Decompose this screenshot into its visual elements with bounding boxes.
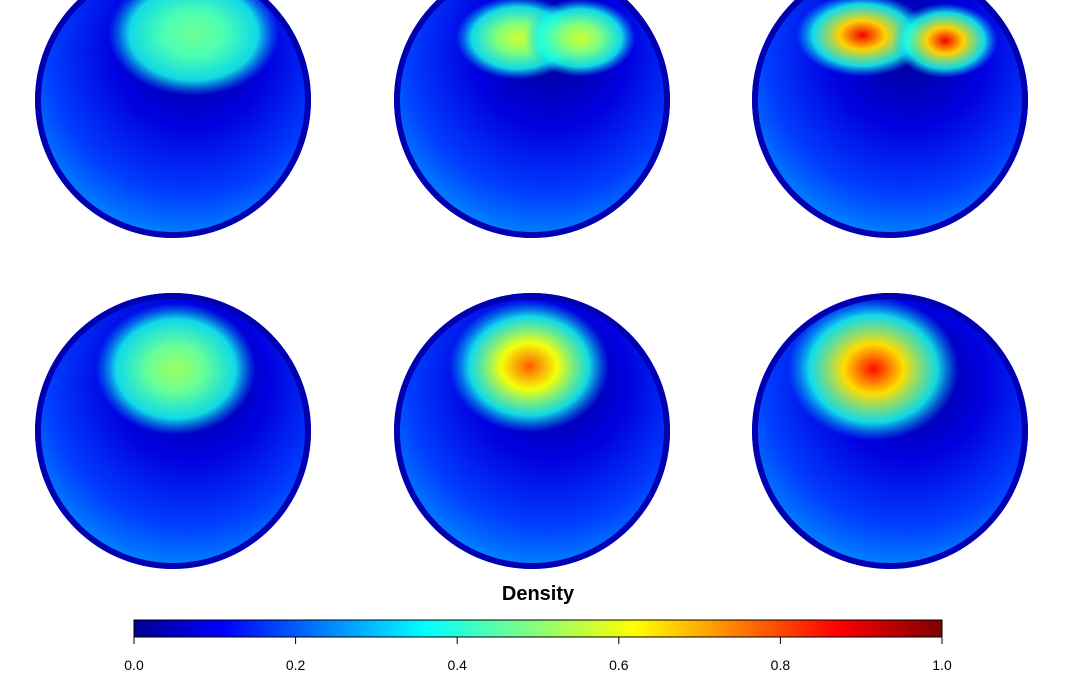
density-lobe [108, 0, 280, 96]
sphere-rim [394, 293, 670, 569]
colorbar-ticks: 0.0 0.2 0.4 0.6 0.8 1.0 [124, 637, 952, 673]
density-lobe [796, 0, 929, 77]
sphere-panel-r1c2 [394, 0, 670, 238]
colorbar-tick-label: 0.6 [609, 657, 629, 673]
colorbar-tick-label: 1.0 [932, 657, 952, 673]
colorbar-title: Density [502, 583, 575, 605]
density-lobe [787, 297, 959, 441]
sphere-panel-r1c1 [35, 0, 311, 238]
sphere-rim [35, 293, 311, 569]
sphere-panel-r2c3 [752, 293, 1028, 569]
sphere-rim [752, 0, 1028, 238]
sphere-panel-r2c1 [35, 293, 311, 569]
density-lobe [449, 299, 610, 433]
sphere-rim [752, 293, 1028, 569]
colorbar-tick-label: 0.2 [286, 657, 306, 673]
density-lobe [525, 0, 636, 77]
sphere-panels [35, 0, 1028, 569]
sphere-rim [394, 0, 670, 238]
sphere-panel-r2c2 [394, 293, 670, 569]
colorbar-tick-label: 0.4 [447, 657, 467, 673]
density-lobe [892, 3, 998, 78]
colorbar [133, 619, 943, 638]
density-lobe [95, 302, 256, 436]
colorbar-tick-label: 0.0 [124, 657, 144, 673]
sphere-panel-r1c3 [752, 0, 1028, 238]
sphere-rim [35, 0, 311, 238]
colorbar-tick-label: 0.8 [771, 657, 791, 673]
